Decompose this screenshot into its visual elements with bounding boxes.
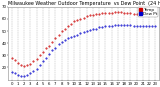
Legend: Temp, Dew Pt: Temp, Dew Pt — [138, 7, 158, 17]
Text: Milwaukee Weather Outdoor Temperature  vs Dew Point  (24 Hours): Milwaukee Weather Outdoor Temperature vs… — [8, 1, 160, 6]
